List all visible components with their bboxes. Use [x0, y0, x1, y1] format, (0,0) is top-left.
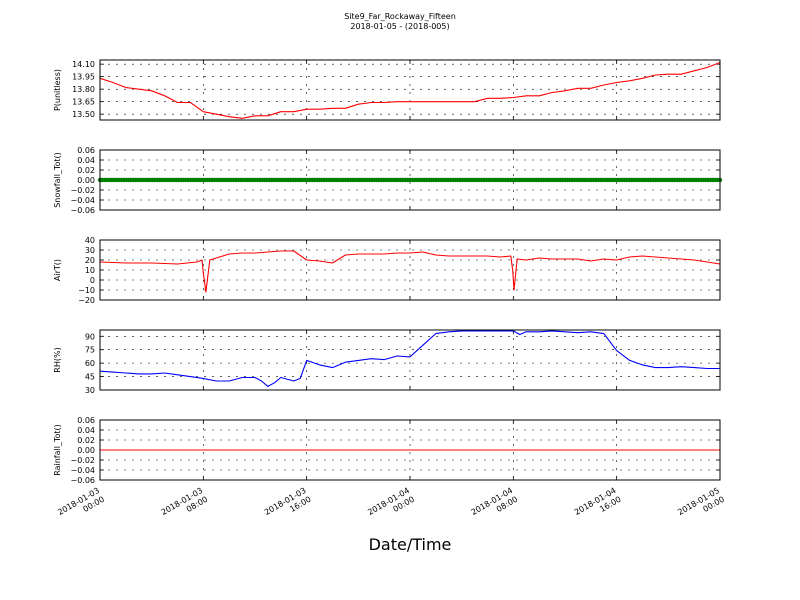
y-tick-label: 13.50 [72, 110, 95, 119]
y-tick-label: 0.06 [77, 146, 95, 155]
y-tick-label: 45 [85, 373, 95, 382]
y-tick-label: 13.80 [72, 85, 95, 94]
x-tick-label: 2018-01-0500:00 [676, 486, 726, 526]
series-line [99, 61, 721, 119]
y-tick-label: 0.02 [77, 166, 95, 175]
y-tick-label: 30 [85, 246, 95, 255]
y-tick-label: 60 [85, 359, 95, 368]
series-line [99, 330, 720, 387]
y-tick-label: 10 [85, 266, 95, 275]
y-tick-label: 20 [85, 256, 95, 265]
y-tick-label: −0.04 [70, 196, 95, 205]
chart-subtitle: 2018-01-05 - (2018-005) [350, 22, 449, 31]
y-tick-label: 0.04 [77, 426, 95, 435]
y-tick-label: −10 [78, 286, 95, 295]
panels: 13.50 13.65 13.80 13.95 14.10 P(unitless) −0.0… [53, 59, 723, 485]
x-axis-ticks: 2018-01-0300:00 2018-01-0308:00 2018-01-03… [56, 486, 726, 526]
y-tick-label: 0.02 [77, 436, 95, 445]
y-tick-label: 90 [85, 332, 95, 341]
panel-2: −0.06−0.04−0.020.000.020.040.06 Snowfall_… [53, 146, 723, 215]
x-axis-label: Date/Time [369, 535, 452, 554]
x-tick-label: 2018-01-0300:00 [56, 486, 106, 526]
y-tick-label: 0 [90, 276, 95, 285]
plot-frame [99, 329, 721, 391]
plot-frame [99, 419, 721, 481]
x-tick-label: 2018-01-0316:00 [263, 486, 313, 526]
y-tick-label: 0.00 [77, 176, 95, 185]
y-tick-label: −0.02 [70, 186, 95, 195]
x-tick-label: 2018-01-0308:00 [160, 486, 210, 526]
y-tick-label: 13.65 [72, 98, 95, 107]
y-tick-label: −20 [78, 296, 95, 305]
plot-frame [99, 149, 721, 211]
panel-4: 30 45 60 75 90 RH(%) [53, 329, 721, 395]
y-tick-label: 0.06 [77, 416, 95, 425]
plot-frame [99, 59, 721, 121]
x-tick-label: 2018-01-0416:00 [573, 486, 623, 526]
x-tick-label: 2018-01-0400:00 [366, 486, 416, 526]
y-tick-label: 0.00 [77, 446, 95, 455]
plot-frame [99, 239, 721, 301]
y-tick-label: −0.06 [70, 206, 95, 215]
y-tick-label: 75 [85, 346, 95, 355]
series-line [99, 250, 721, 293]
y-tick-label: −0.06 [70, 476, 95, 485]
panel-5: −0.06−0.04−0.020.000.020.040.06 Rainfall_… [53, 416, 721, 485]
panel-1: 13.50 13.65 13.80 13.95 14.10 P(unitless) [53, 59, 721, 121]
y-axis-label: Snowfall_Tot() [53, 152, 62, 208]
chart-title: Site9_Far_Rockaway_Fifteen [344, 12, 456, 21]
y-axis-label: P(unitless) [53, 69, 62, 111]
y-tick-label: −0.02 [70, 456, 95, 465]
y-axis-label: RH(%) [53, 347, 62, 372]
y-tick-label: 0.04 [77, 156, 95, 165]
y-tick-label: 14.10 [72, 60, 95, 69]
y-tick-label: 13.95 [72, 73, 95, 82]
x-tick-label: 2018-01-0408:00 [470, 486, 520, 526]
y-tick-label: −0.04 [70, 466, 95, 475]
y-tick-label: 30 [85, 386, 95, 395]
y-axis-label: Rainfall_Tot() [53, 424, 62, 476]
y-tick-label: 40 [85, 236, 95, 245]
y-axis-label: AirT() [53, 259, 62, 281]
